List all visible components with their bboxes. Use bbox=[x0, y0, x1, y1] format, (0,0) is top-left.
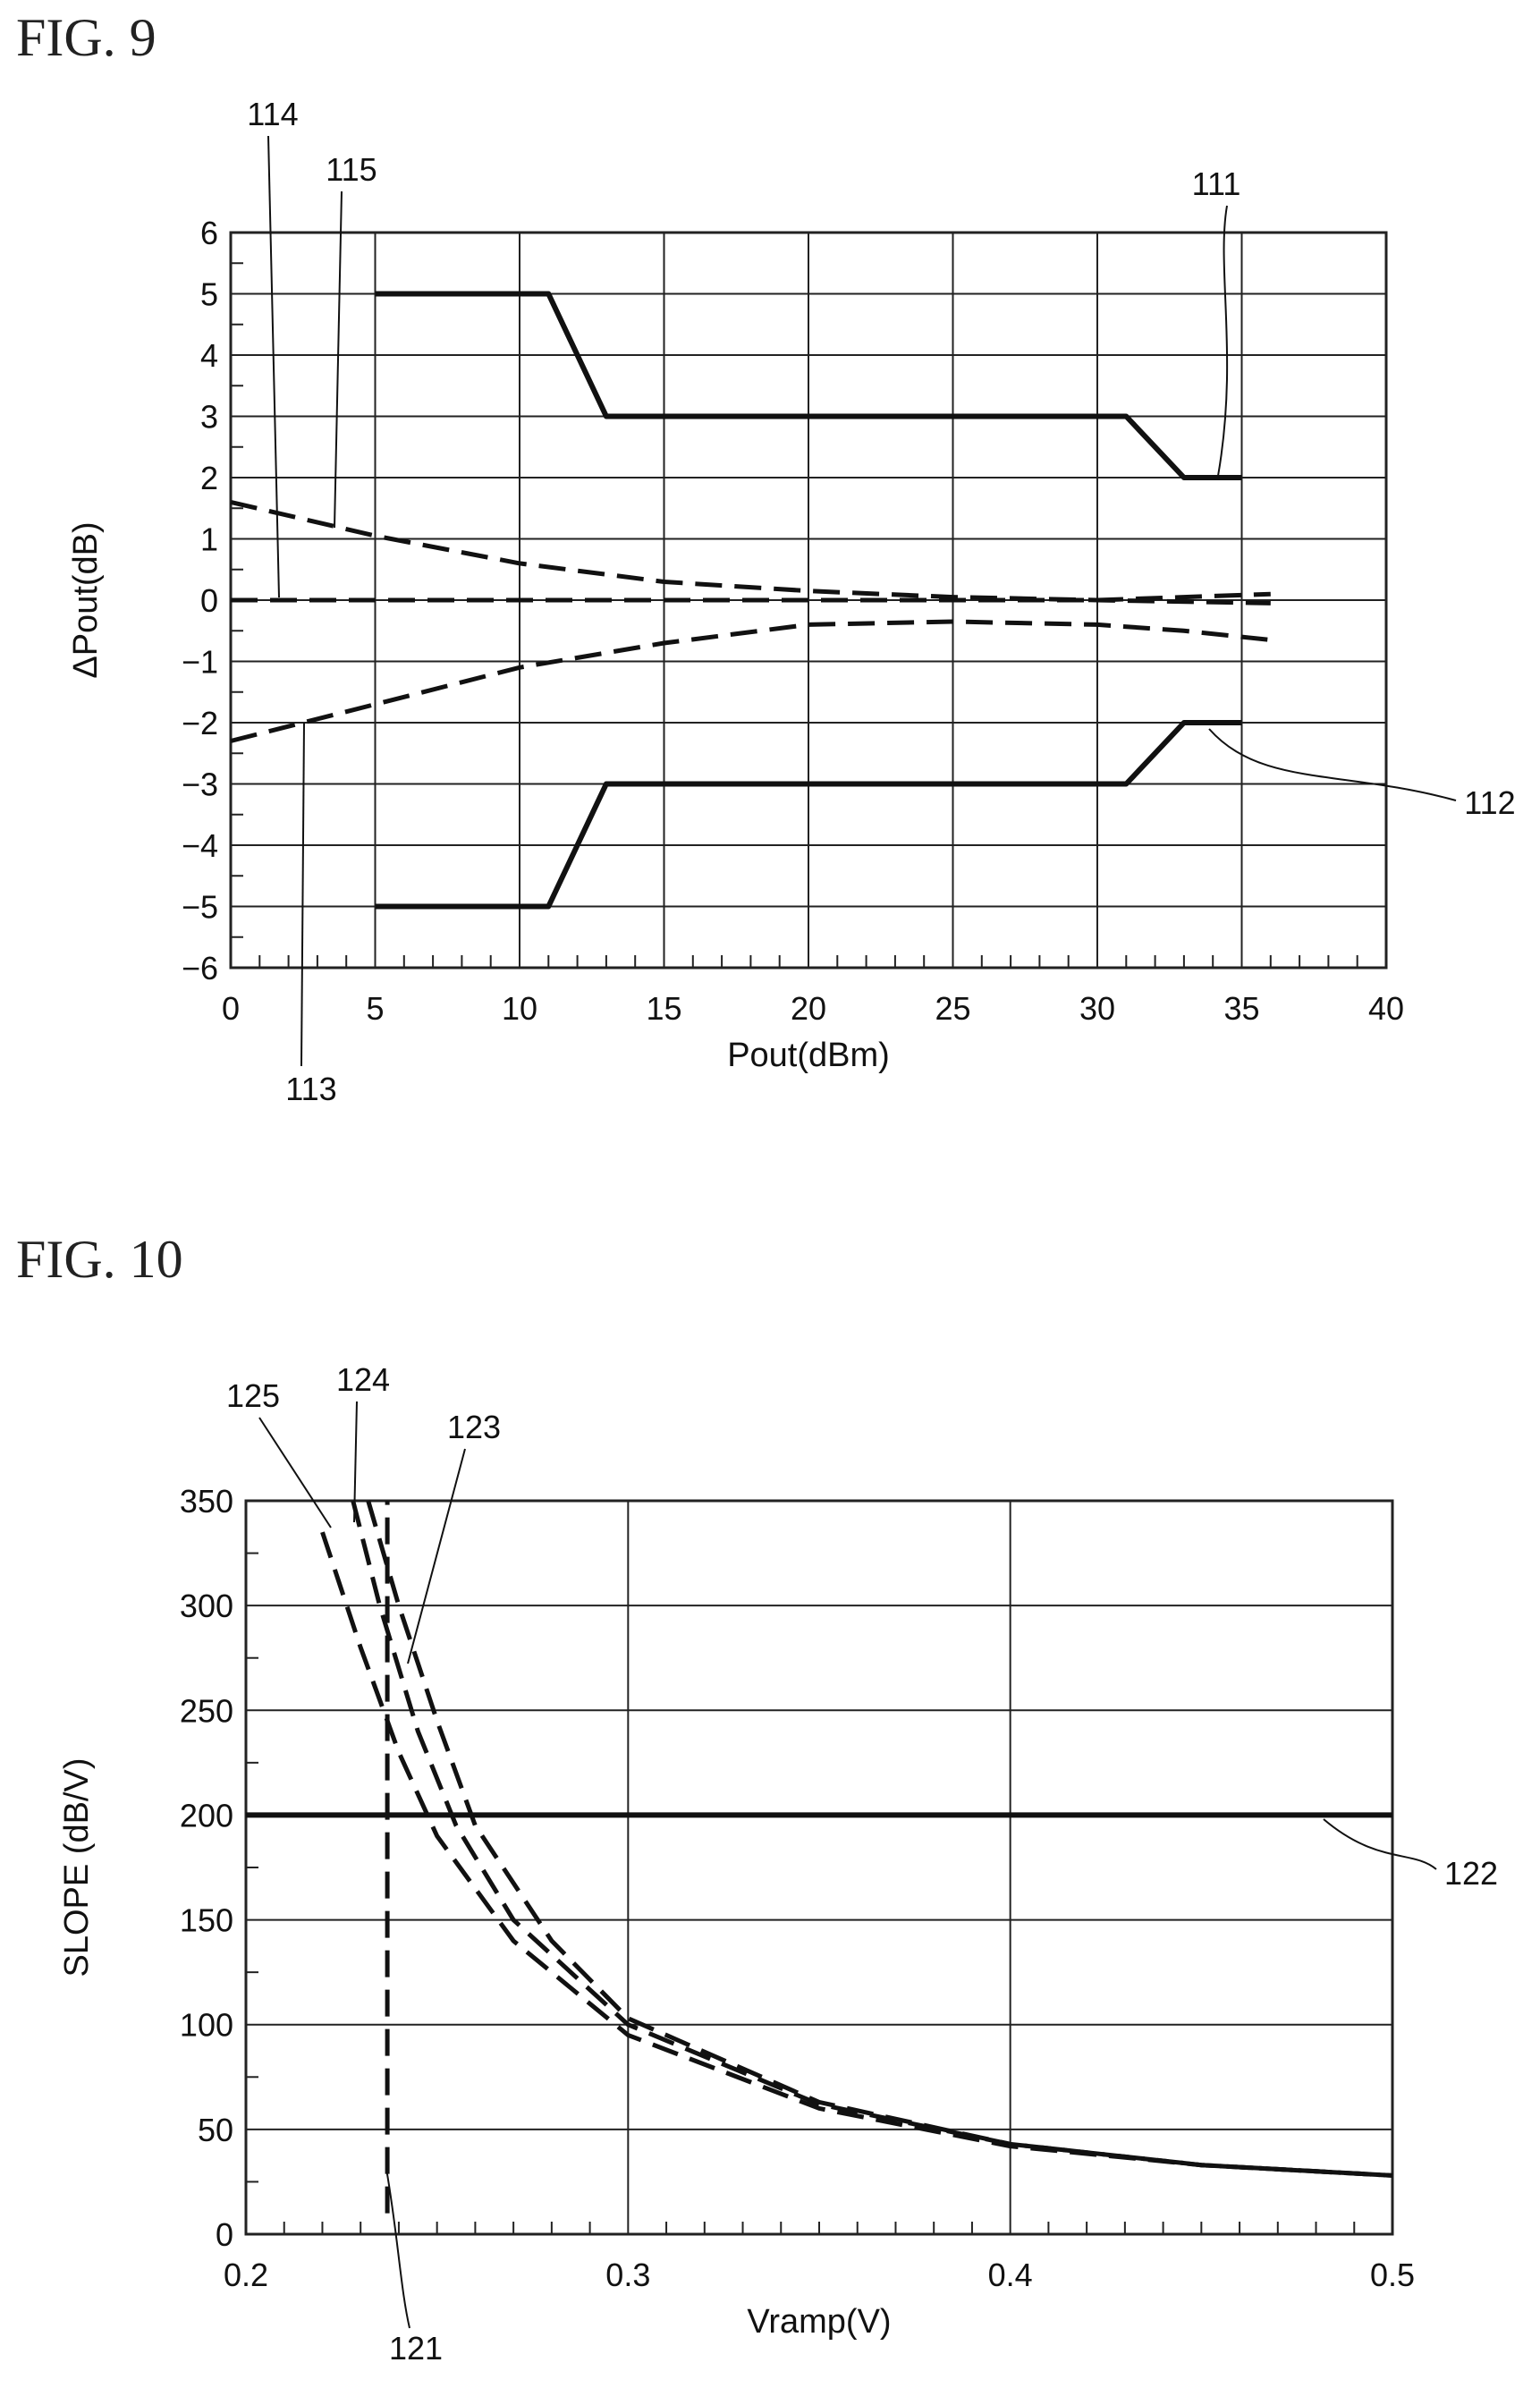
x-tick-label: 15 bbox=[646, 990, 681, 1027]
ref-label-114: 114 bbox=[247, 96, 298, 132]
ref-label-122: 122 bbox=[1444, 1855, 1498, 1892]
leader-line-114 bbox=[267, 135, 280, 598]
ref-label-123: 123 bbox=[447, 1409, 501, 1445]
x-tick-label: 0.4 bbox=[988, 2257, 1033, 2293]
fig10-title: FIG. 10 bbox=[16, 1230, 183, 1289]
y-tick-label: 50 bbox=[198, 2112, 233, 2148]
y-tick-label: −6 bbox=[182, 950, 218, 987]
leader-line-125 bbox=[258, 1417, 332, 1529]
x-tick-label: 30 bbox=[1079, 990, 1115, 1027]
y-tick-label: 150 bbox=[180, 1902, 233, 1939]
x-tick-label: 0.5 bbox=[1370, 2257, 1415, 2293]
fig9-chart: 0 5 10 15 20 25 30 35 40 −6 −5 −4 −3 −2 −1 0 1 2 3 4 5 6 Pout(… bbox=[67, 96, 1516, 1107]
x-tick-label: 25 bbox=[935, 990, 970, 1027]
series-111-line bbox=[375, 291, 1242, 480]
x-tick-label: 10 bbox=[502, 990, 537, 1027]
series-113-line bbox=[230, 619, 1272, 743]
leader-line-124 bbox=[353, 1401, 358, 1523]
y-tick-label: 300 bbox=[180, 1588, 233, 1624]
leader-line-112 bbox=[1208, 728, 1457, 801]
y-tick-label: 0 bbox=[216, 2216, 233, 2253]
y-tick-label: 350 bbox=[180, 1483, 233, 1520]
series-124-line bbox=[351, 1500, 1393, 2178]
x-tick-label: 20 bbox=[791, 990, 826, 1027]
ref-label-113: 113 bbox=[285, 1071, 336, 1107]
x-tick-label: 35 bbox=[1223, 990, 1259, 1027]
series-114-line bbox=[231, 591, 1271, 603]
ref-label-115: 115 bbox=[326, 151, 377, 188]
y-tick-label: −4 bbox=[182, 827, 218, 864]
x-tick-label: 40 bbox=[1368, 990, 1404, 1027]
y-axis-label: SLOPE (dB/V) bbox=[58, 1758, 96, 1977]
y-tick-label: −3 bbox=[182, 766, 218, 803]
ref-label-124: 124 bbox=[336, 1361, 390, 1398]
y-tick-label: 5 bbox=[200, 276, 218, 313]
x-axis-label: Pout(dBm) bbox=[727, 1037, 890, 1074]
y-tick-label: 4 bbox=[200, 337, 218, 374]
leader-line-123 bbox=[407, 1448, 466, 1664]
series-123-line bbox=[366, 1500, 1393, 2178]
y-tick-label: 3 bbox=[200, 399, 218, 436]
y-tick-label: −2 bbox=[182, 705, 218, 741]
y-axis-label: ΔPout(dB) bbox=[67, 521, 105, 678]
y-tick-label: 1 bbox=[200, 521, 218, 558]
x-tick-label: 5 bbox=[366, 990, 384, 1027]
x-tick-label: 0.3 bbox=[605, 2257, 650, 2293]
y-tick-label: 0 bbox=[200, 582, 218, 619]
ref-label-112: 112 bbox=[1464, 784, 1515, 821]
plot-frame bbox=[244, 1499, 1394, 2236]
series-112-line bbox=[375, 720, 1242, 910]
series-125-line bbox=[320, 1531, 1393, 2178]
ref-label-111: 111 bbox=[1192, 165, 1241, 202]
y-tick-label: 100 bbox=[180, 2007, 233, 2044]
y-tick-label: −1 bbox=[182, 644, 218, 681]
y-tick-label: −5 bbox=[182, 889, 218, 926]
ref-label-125: 125 bbox=[226, 1377, 280, 1414]
fig10-chart: 0.2 0.3 0.4 0.5 0 50 100 150 200 250 300 350 Vramp(V… bbox=[58, 1361, 1498, 2367]
leader-line-113 bbox=[300, 722, 305, 1067]
x-axis-label: Vramp(V) bbox=[747, 2303, 891, 2341]
y-tick-label: 2 bbox=[200, 460, 218, 496]
x-tick-label: 0.2 bbox=[224, 2257, 268, 2293]
fig9-title: FIG. 9 bbox=[16, 8, 157, 67]
leader-line-115 bbox=[334, 191, 343, 529]
leader-line-121 bbox=[385, 2168, 410, 2329]
leader-line-111 bbox=[1217, 205, 1229, 477]
y-tick-label: 200 bbox=[180, 1797, 233, 1833]
ref-label-121: 121 bbox=[389, 2330, 443, 2367]
x-tick-label: 0 bbox=[222, 990, 240, 1027]
series-115-line bbox=[230, 499, 1271, 605]
leader-line-122 bbox=[1323, 1818, 1437, 1870]
y-tick-label: 250 bbox=[180, 1692, 233, 1729]
y-tick-label: 6 bbox=[200, 215, 218, 251]
